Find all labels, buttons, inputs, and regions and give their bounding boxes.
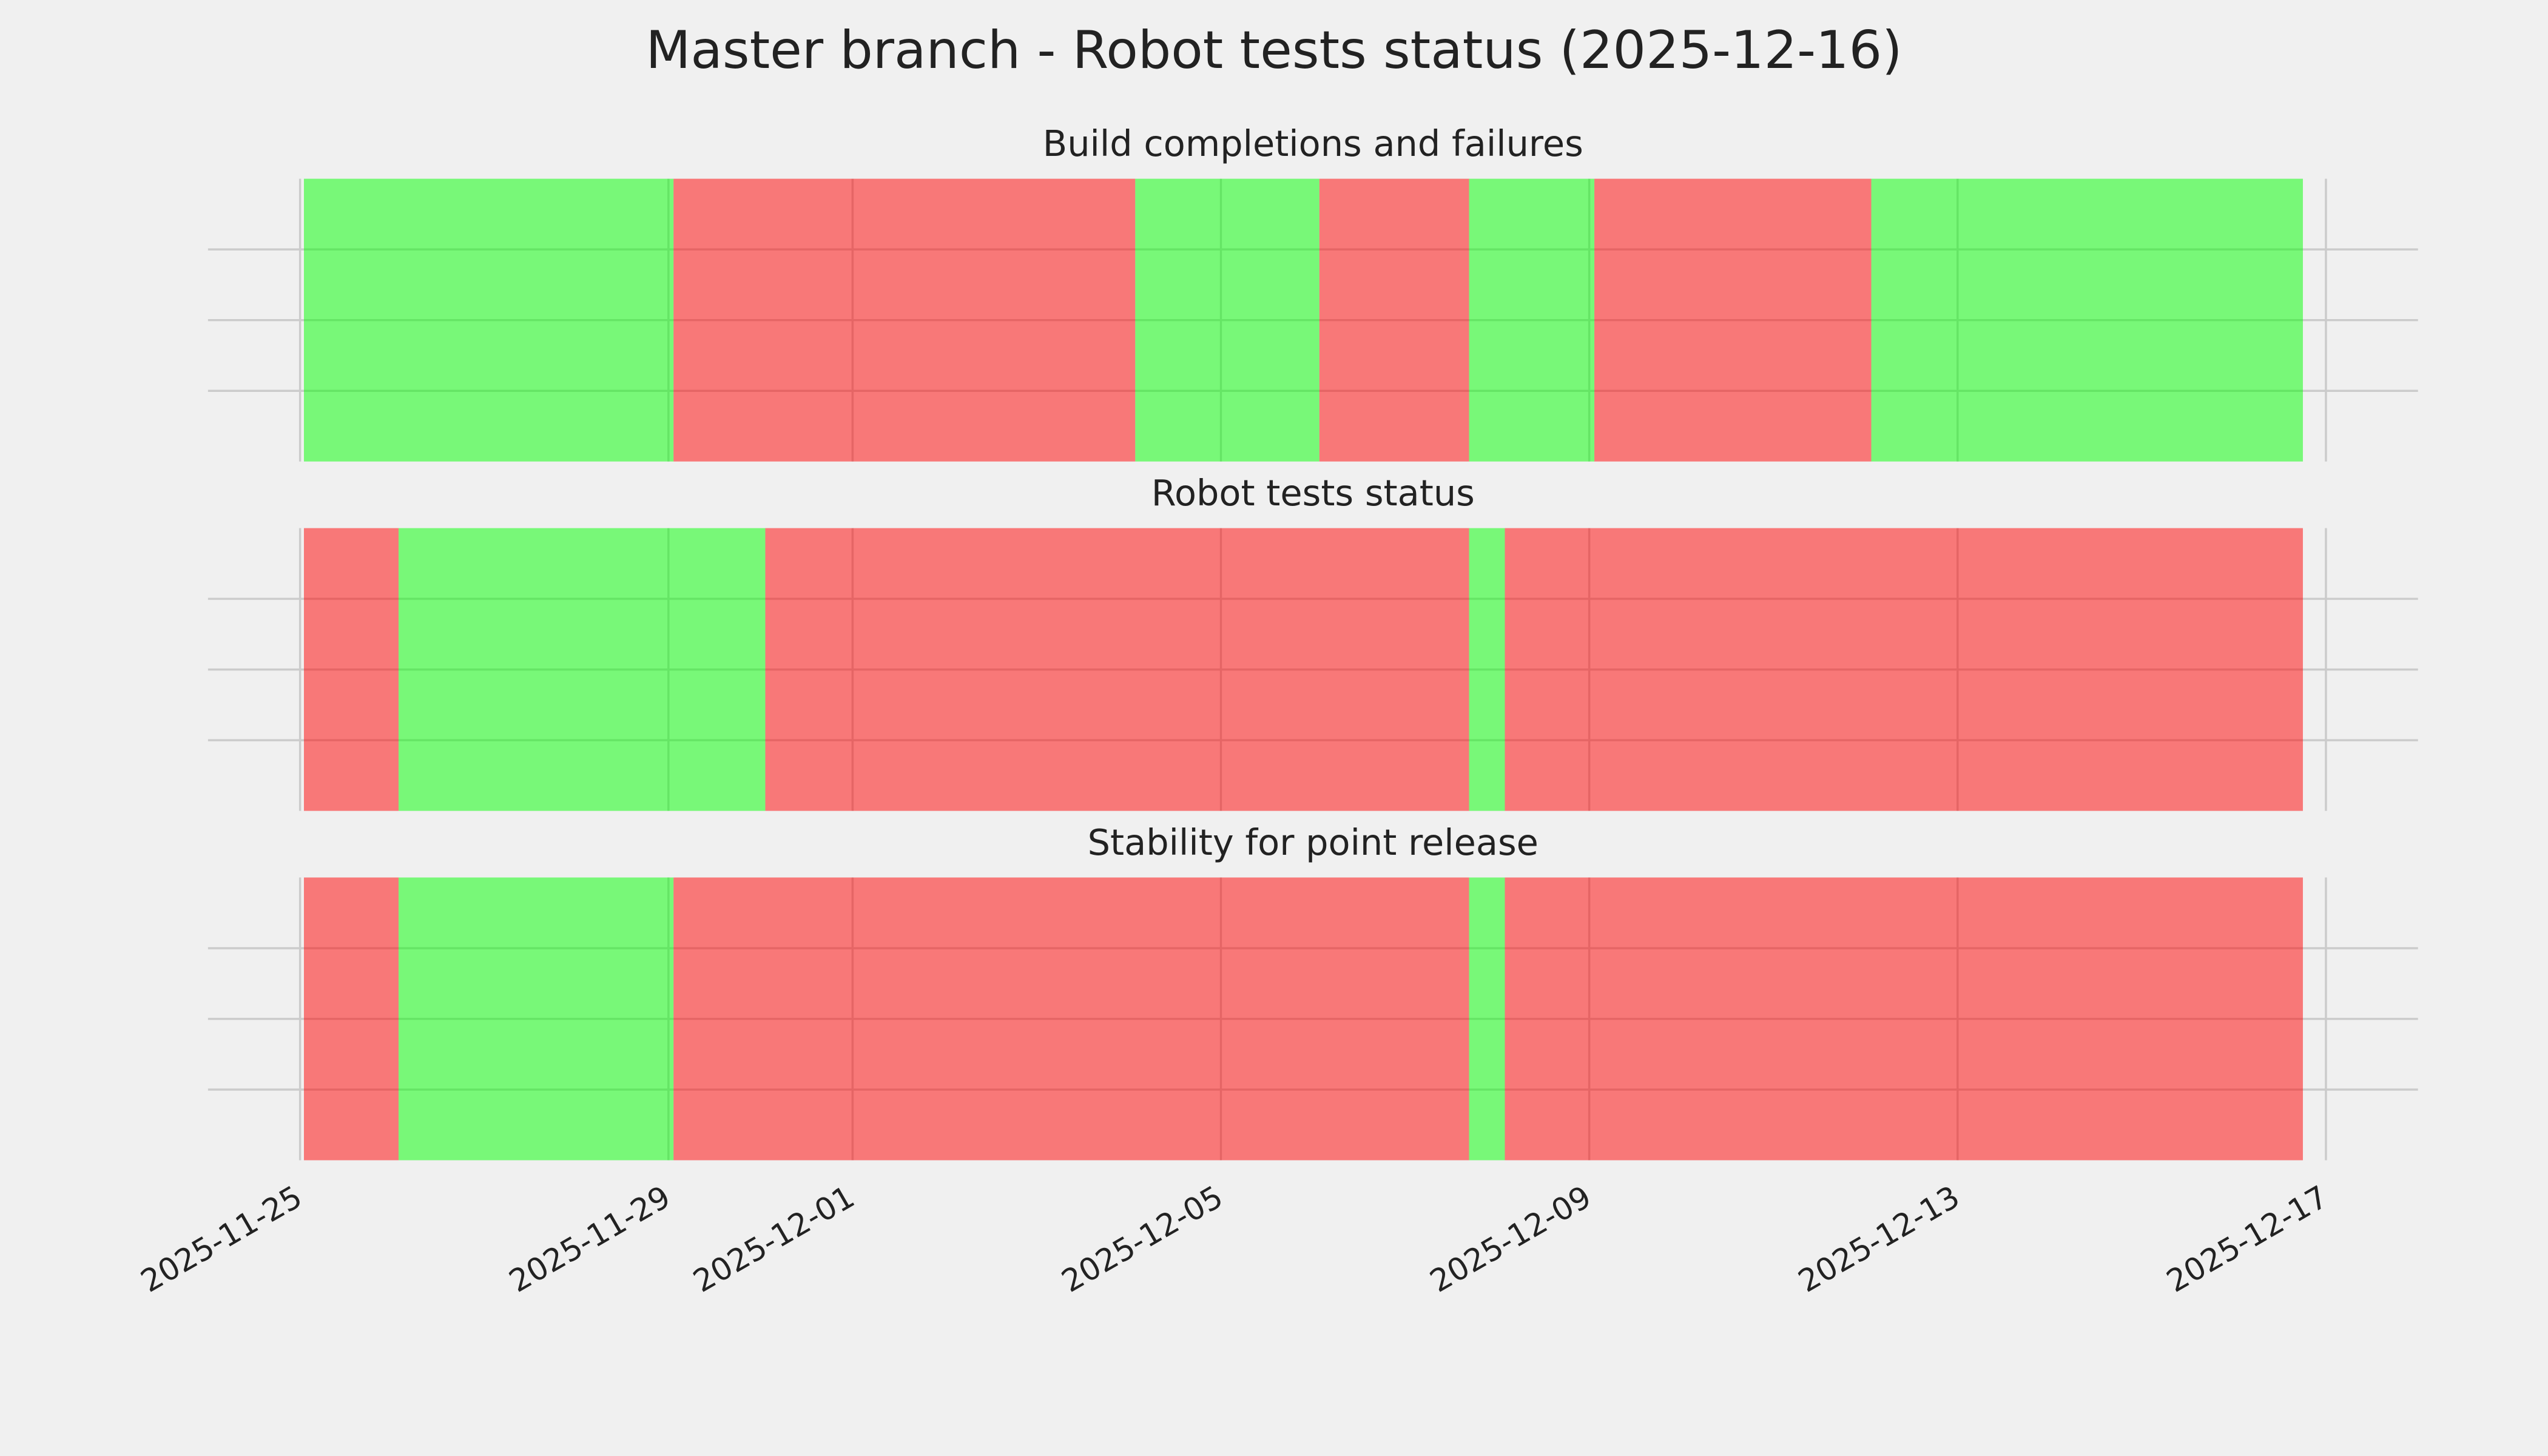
panel-title: Robot tests status: [1151, 472, 1475, 514]
status-span: [1469, 528, 1505, 811]
status-span: [1469, 178, 1595, 462]
status-span: [1871, 178, 2303, 462]
chart-title: Master branch - Robot tests status (2025…: [645, 20, 1902, 81]
status-span: [303, 528, 399, 811]
status-span: [303, 877, 399, 1161]
status-span: [303, 178, 674, 462]
status-span: [673, 877, 1469, 1161]
status-span: [765, 528, 1469, 811]
status-span: [1505, 877, 2303, 1161]
panel-title: Stability for point release: [1088, 821, 1539, 863]
status-span: [1469, 877, 1505, 1161]
status-span: [1594, 178, 1872, 462]
status-span: [1135, 178, 1320, 462]
status-span: [1319, 178, 1469, 462]
status-span: [398, 877, 674, 1161]
panel-title: Build completions and failures: [1043, 123, 1583, 164]
status-span: [1505, 528, 2303, 811]
status-span: [673, 178, 1136, 462]
status-span: [398, 528, 766, 811]
